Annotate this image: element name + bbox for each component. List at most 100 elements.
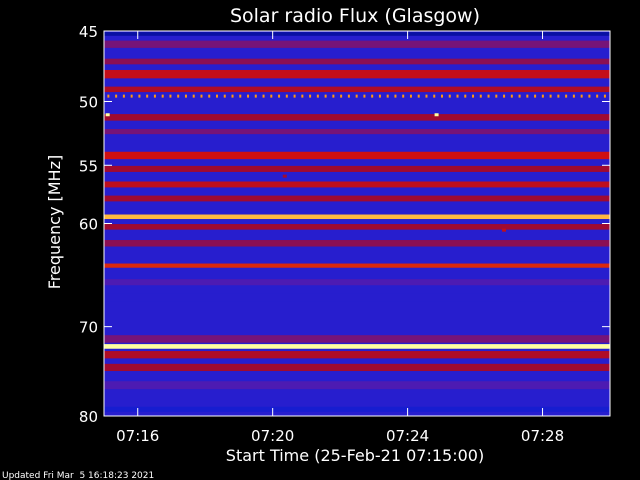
y-tick-label: 70 <box>79 319 98 337</box>
pulse-mark <box>316 94 319 98</box>
pulse-mark <box>262 94 265 98</box>
pulse-mark <box>557 94 560 98</box>
emission-band <box>104 32 610 36</box>
pulse-mark <box>184 94 187 98</box>
y-tick-label: 55 <box>79 157 98 175</box>
pulse-mark <box>534 94 537 98</box>
emission-band <box>104 406 610 412</box>
y-axis: 45 50 55 60 70 80 <box>79 23 610 426</box>
x-axis-label: Start Time (25-Feb-21 07:15:00) <box>226 446 484 465</box>
pulse-mark <box>215 94 218 98</box>
pulse-mark <box>386 94 389 98</box>
pulse-mark <box>161 94 164 98</box>
pulse-mark <box>223 94 226 98</box>
pulse-mark <box>355 94 358 98</box>
pulse-mark <box>472 94 475 98</box>
pulse-mark <box>510 94 513 98</box>
pulse-mark <box>278 94 281 98</box>
pulse-mark <box>332 94 335 98</box>
x-tick-label: 07:16 <box>116 427 159 445</box>
pulse-mark <box>371 94 374 98</box>
pulse-mark <box>130 94 133 98</box>
emission-band <box>104 279 610 286</box>
emission-band <box>104 240 610 247</box>
pulse-mark <box>270 94 273 98</box>
emission-band <box>104 151 610 160</box>
pulse-mark <box>456 94 459 98</box>
pulse-mark <box>464 94 467 98</box>
pulse-mark <box>518 94 521 98</box>
pulse-mark <box>495 94 498 98</box>
y-tick-label: 80 <box>79 408 98 426</box>
pulse-mark <box>138 94 141 98</box>
pulse-mark <box>565 94 568 98</box>
pulse-mark <box>363 94 366 98</box>
pulse-mark <box>208 94 211 98</box>
pulse-mark <box>107 94 110 98</box>
x-tick-label: 07:24 <box>386 427 429 445</box>
pulse-mark <box>239 94 242 98</box>
emission-band <box>104 40 610 48</box>
emission-band <box>104 344 610 349</box>
y-axis-label: Frequency [MHz] <box>45 155 64 289</box>
pulse-mark <box>440 94 443 98</box>
pulse-mark <box>541 94 544 98</box>
y-tick-label: 50 <box>79 94 98 112</box>
emission-band <box>104 165 610 172</box>
pulse-mark <box>169 94 172 98</box>
emission-band <box>104 363 610 372</box>
pulse-mark <box>340 94 343 98</box>
y-tick-label: 45 <box>79 23 98 41</box>
pulse-mark <box>487 94 490 98</box>
pulse-mark <box>153 94 156 98</box>
pulse-mark <box>146 94 149 98</box>
pulse-mark <box>479 94 482 98</box>
emission-band <box>104 129 610 135</box>
chart-title: Solar radio Flux (Glasgow) <box>230 5 480 27</box>
pulse-mark <box>572 94 575 98</box>
pulse-mark <box>603 94 606 98</box>
emission-band <box>104 335 610 343</box>
pulse-mark <box>231 94 234 98</box>
emission-band <box>104 86 610 93</box>
emission-band <box>104 181 610 188</box>
pulse-mark <box>425 94 428 98</box>
emission-band <box>104 114 610 121</box>
y-tick-label: 60 <box>79 216 98 234</box>
burst-spot <box>105 113 110 117</box>
pulse-mark <box>309 94 312 98</box>
pulse-mark <box>448 94 451 98</box>
pulse-mark <box>301 94 304 98</box>
emission-band <box>104 195 610 202</box>
updated-footer: Updated Fri Mar 5 16:18:23 2021 <box>2 471 154 480</box>
emission-band <box>104 351 610 359</box>
emission-band <box>104 263 610 268</box>
pulse-mark <box>247 94 250 98</box>
pulse-mark <box>192 94 195 98</box>
x-tick-label: 07:28 <box>521 427 564 445</box>
pulse-mark <box>580 94 583 98</box>
pulse-mark <box>394 94 397 98</box>
spectrogram-plot-area <box>104 31 610 416</box>
pulse-mark <box>254 94 257 98</box>
pulse-mark <box>177 94 180 98</box>
pulse-mark <box>115 94 118 98</box>
pulse-mark <box>324 94 327 98</box>
emission-band <box>104 214 610 220</box>
emission-band <box>104 224 610 230</box>
x-tick-label: 07:20 <box>251 427 294 445</box>
x-axis: 07:16 07:20 07:24 07:28 <box>116 31 564 445</box>
burst-spot <box>282 174 287 178</box>
pulse-mark <box>285 94 288 98</box>
pulse-mark <box>549 94 552 98</box>
emission-band <box>104 58 610 65</box>
pulse-mark <box>588 94 591 98</box>
burst-spot <box>502 228 507 232</box>
pulse-mark <box>417 94 420 98</box>
emission-band <box>104 381 610 390</box>
pulse-mark <box>409 94 412 98</box>
pulse-mark <box>200 94 203 98</box>
pulse-mark <box>596 94 599 98</box>
burst-spot <box>434 113 439 117</box>
pulse-mark <box>122 94 125 98</box>
